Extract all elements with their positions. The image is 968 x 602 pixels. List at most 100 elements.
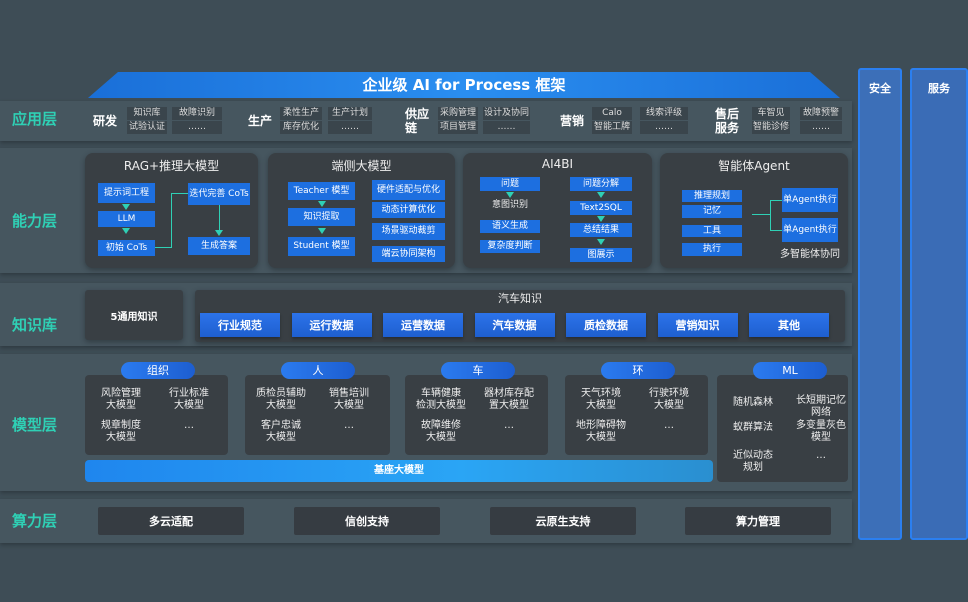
model-group — [245, 375, 390, 455]
intent-label: 意图识别 — [491, 200, 528, 210]
compute-item[interactable]: 信创支持 — [294, 507, 440, 535]
module-step[interactable]: 总结结果 — [570, 223, 632, 237]
compute-item[interactable]: 多云适配 — [98, 507, 244, 535]
knowledge-item[interactable]: 运行数据 — [291, 313, 372, 337]
model-item[interactable]: 客户忠诚 大模型 — [261, 420, 301, 443]
compute-item[interactable]: 云原生支持 — [490, 507, 636, 535]
module-step[interactable]: LLM — [98, 211, 155, 227]
app-item[interactable]: 智能诊修 — [752, 121, 790, 134]
layer-label-compute: 算力层 — [12, 512, 58, 530]
module-step[interactable]: 场景驱动裁剪 — [372, 223, 445, 240]
app-item[interactable]: 生产计划 — [328, 107, 372, 120]
model-item[interactable]: 行业标准 大模型 — [169, 388, 209, 411]
model-item[interactable]: 长短期记忆 网络 — [796, 395, 846, 418]
app-item[interactable]: Calo — [592, 107, 632, 120]
model-item[interactable]: 地形障碍物 大模型 — [576, 420, 626, 443]
module-step[interactable]: 单Agent执行 — [782, 218, 838, 242]
knowledge-item[interactable]: 其他 — [749, 313, 829, 337]
module-step[interactable]: 图展示 — [570, 248, 632, 262]
model-item[interactable]: 规章制度 大模型 — [101, 420, 141, 443]
app-item[interactable]: 故障预警 — [800, 107, 842, 120]
model-item[interactable]: 行驶环境 大模型 — [649, 388, 689, 411]
app-group-label: 研发 — [93, 114, 118, 128]
module-step[interactable]: 初始 CoTs — [98, 240, 155, 256]
app-item[interactable]: 库存优化 — [280, 121, 322, 134]
app-item[interactable]: 智能工牌 — [592, 121, 632, 134]
model-item[interactable]: … — [504, 420, 514, 431]
app-item[interactable]: 试验认证 — [127, 121, 167, 134]
module-step[interactable]: 记忆 — [682, 205, 742, 218]
module-step[interactable]: 问题 — [480, 177, 540, 191]
model-group-label: 组织 — [121, 362, 195, 379]
services-title: 服务 — [928, 82, 950, 95]
model-group — [565, 375, 708, 455]
app-item[interactable]: 柔性生产 — [280, 107, 322, 120]
model-item[interactable]: 车辆健康 检测大模型 — [416, 388, 466, 411]
knowledge-item[interactable]: 行业规范 — [200, 313, 280, 337]
connector-line — [219, 205, 220, 232]
module-step[interactable]: Text2SQL — [570, 201, 632, 215]
model-item[interactable]: 销售培训 大模型 — [329, 388, 369, 411]
module-title: 端侧大模型 — [331, 159, 392, 173]
app-group-label: 营销 — [560, 114, 585, 128]
module-step[interactable]: 动态计算优化 — [372, 202, 445, 218]
model-item[interactable]: 质检员辅助 大模型 — [256, 388, 306, 411]
module-step[interactable]: 问题分解 — [570, 177, 632, 191]
module-step[interactable]: 工具 — [682, 225, 742, 237]
app-item[interactable]: 项目管理 — [438, 121, 478, 134]
module-step[interactable]: 端云协同架构 — [372, 246, 445, 262]
model-group-label: 人 — [281, 362, 355, 379]
knowledge-item[interactable]: 汽车数据 — [474, 313, 555, 337]
app-group-label: 售后 服务 — [715, 107, 740, 135]
module-step[interactable]: 提示词工程 — [98, 183, 155, 203]
app-item[interactable]: 采购管理 — [438, 107, 478, 120]
module-title: AI4BI — [541, 157, 574, 171]
knowledge-item[interactable]: 质检数据 — [566, 313, 646, 337]
module-step[interactable]: 推理规划 — [682, 190, 742, 202]
car-knowledge-title: 汽车知识 — [498, 292, 542, 305]
model-item[interactable]: 近似动态 规划 — [733, 450, 773, 473]
layer-label-knowledge: 知识库 — [12, 316, 58, 334]
compute-item[interactable]: 算力管理 — [685, 507, 831, 535]
model-item[interactable]: 天气环境 大模型 — [581, 388, 621, 411]
model-group-label: ML — [753, 362, 827, 379]
module-step[interactable]: 语义生成 — [480, 220, 540, 233]
app-item[interactable]: 故障识别 — [172, 107, 222, 120]
module-step[interactable]: Teacher 模型 — [288, 182, 355, 200]
app-item[interactable]: …… — [328, 121, 372, 134]
app-item[interactable]: 知识库 — [127, 107, 167, 120]
module-title: 智能体Agent — [718, 159, 790, 173]
model-item[interactable]: … — [344, 420, 354, 431]
model-item[interactable]: 故障维修 大模型 — [421, 420, 461, 443]
model-item[interactable]: … — [184, 420, 194, 431]
module-step[interactable]: 硬件适配与优化 — [372, 180, 445, 200]
model-item[interactable]: 风险管理 大模型 — [101, 388, 141, 411]
app-item[interactable]: 线索评级 — [640, 107, 688, 120]
model-item[interactable]: 随机森林 — [733, 397, 773, 408]
app-item[interactable]: …… — [640, 121, 688, 134]
arrow-down-icon — [597, 216, 605, 222]
model-item[interactable]: 多变量灰色 模型 — [796, 420, 846, 443]
module-step[interactable]: 复杂度判断 — [480, 240, 540, 253]
model-item[interactable]: … — [816, 450, 826, 461]
app-item[interactable]: …… — [172, 121, 222, 134]
model-item[interactable]: … — [664, 420, 674, 431]
connector-line — [171, 193, 188, 194]
app-item[interactable]: 车智见 — [752, 107, 790, 120]
knowledge-item[interactable]: 营销知识 — [657, 313, 738, 337]
model-item[interactable]: 蚁群算法 — [733, 422, 773, 433]
model-group — [405, 375, 548, 455]
module-step[interactable]: 迭代完善 CoTs — [188, 183, 250, 205]
model-item[interactable]: 器材库存配 置大模型 — [484, 388, 534, 411]
connector-line — [770, 230, 782, 231]
module-step[interactable]: 生成答案 — [188, 237, 250, 255]
base-model-bar[interactable]: 基座大模型 — [85, 460, 713, 482]
app-item[interactable]: …… — [800, 121, 842, 134]
app-item[interactable]: …… — [483, 121, 530, 134]
knowledge-item[interactable]: 运营数据 — [383, 313, 463, 337]
module-step[interactable]: 执行 — [682, 243, 742, 256]
module-step[interactable]: Student 模型 — [288, 237, 355, 256]
app-item[interactable]: 设计及协同 — [483, 107, 530, 120]
module-step[interactable]: 知识提取 — [288, 208, 355, 226]
module-step[interactable]: 单Agent执行 — [782, 188, 838, 212]
